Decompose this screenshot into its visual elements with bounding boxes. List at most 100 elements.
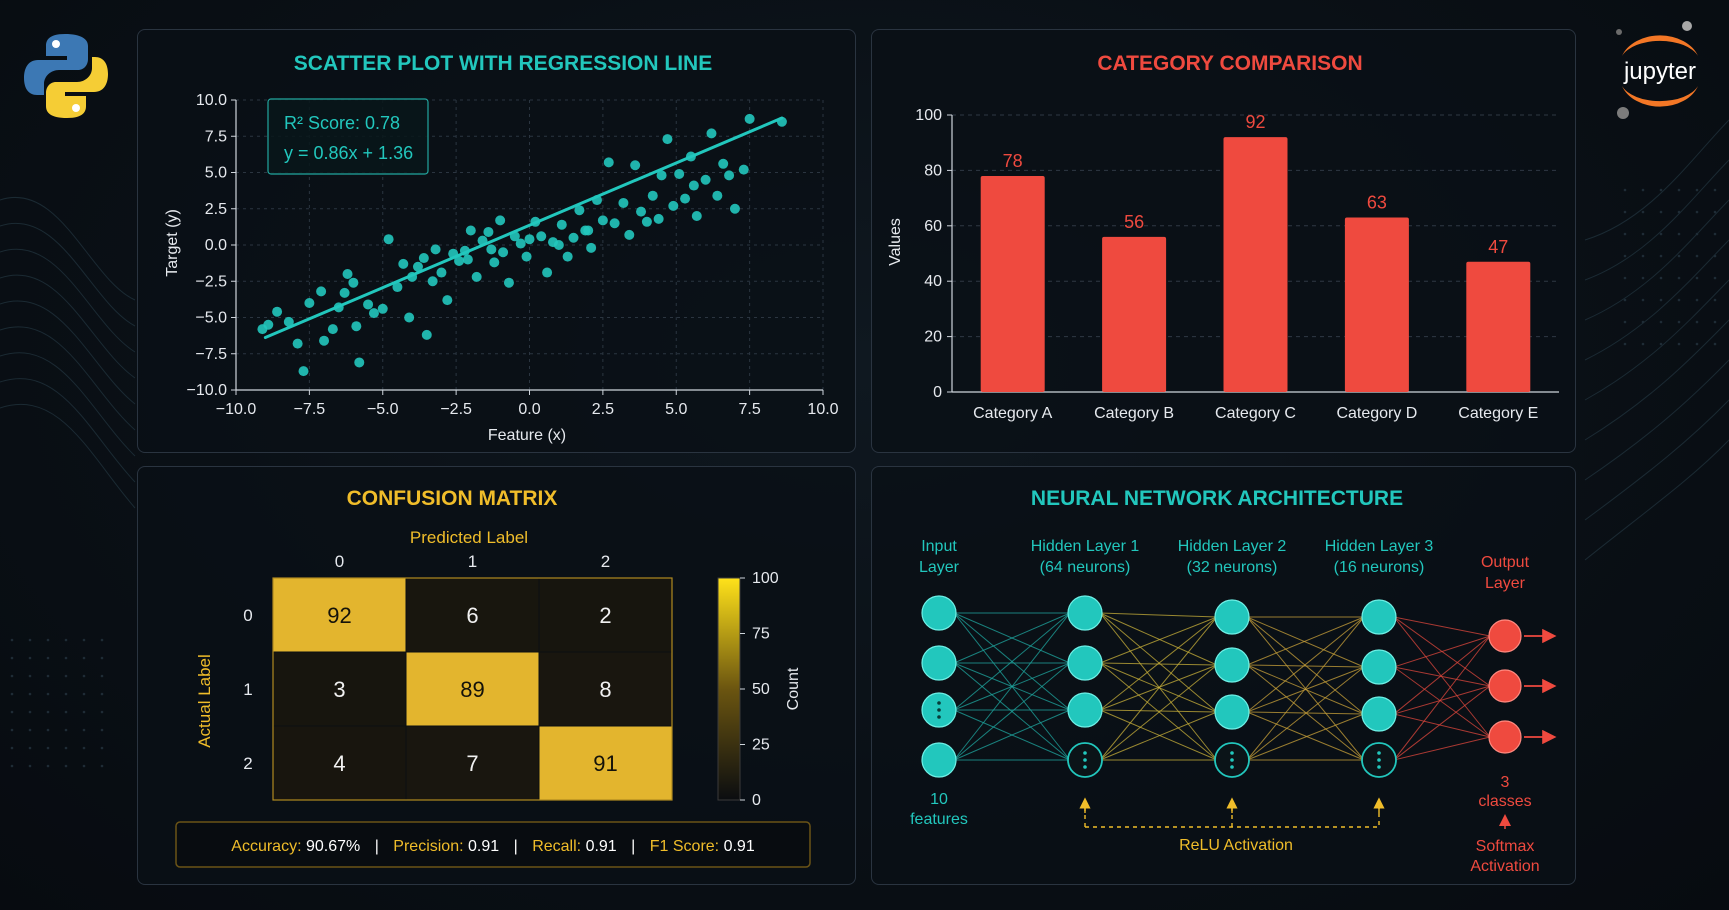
input-note-features: features xyxy=(910,811,968,828)
neuron xyxy=(1488,669,1522,703)
colorbar xyxy=(717,577,741,801)
scatter-point xyxy=(624,229,635,240)
scatter-point xyxy=(553,240,564,250)
scatter-point xyxy=(521,251,532,262)
scatter-point xyxy=(724,170,735,181)
scatter-point xyxy=(503,277,514,288)
scatter-point xyxy=(404,312,415,323)
network-edge xyxy=(1393,713,1491,738)
bg-wave xyxy=(1584,399,1729,521)
y-tick-label: 10.0 xyxy=(196,92,227,109)
bg-dot xyxy=(1623,232,1627,236)
bg-dot xyxy=(64,692,68,696)
network-title: NEURAL NETWORK ARCHITECTURE xyxy=(1031,487,1403,510)
scatter-point xyxy=(283,316,294,327)
layer-label-title: Hidden Layer 1 xyxy=(1031,538,1140,555)
bg-wave xyxy=(0,352,136,457)
bg-dot xyxy=(10,638,14,642)
bg-wave xyxy=(0,274,136,379)
bg-wave xyxy=(1584,359,1729,481)
bg-dot xyxy=(1713,254,1717,258)
r2-score: R² Score: 0.78 xyxy=(284,113,400,133)
ellipsis-dot xyxy=(937,715,941,719)
bg-dot xyxy=(1623,320,1627,324)
bg-dot xyxy=(100,746,104,750)
bar-chart: CATEGORY COMPARISON 0 20 40 60 80 100 78 Categ… xyxy=(887,52,1559,422)
neuron xyxy=(1361,649,1397,685)
x-tick-label: −5.0 xyxy=(367,401,399,418)
stats-box xyxy=(267,98,429,175)
scatter-point xyxy=(662,134,673,145)
ellipsis-dot xyxy=(1230,758,1234,762)
bg-dot xyxy=(1695,320,1699,324)
bg-wave xyxy=(0,248,136,353)
scatter-point xyxy=(495,215,506,226)
bg-dot xyxy=(46,674,50,678)
bar xyxy=(980,175,1045,392)
bar xyxy=(1223,137,1288,392)
bg-dot xyxy=(100,656,104,660)
x-tick-label: 0 xyxy=(335,552,344,571)
network-edge xyxy=(1099,616,1218,761)
bg-dot xyxy=(46,638,50,642)
network-edge xyxy=(1246,616,1365,713)
y-tick-label: 2.5 xyxy=(205,201,227,218)
layer-label-subtitle: (64 neurons) xyxy=(1040,559,1131,576)
bg-dot xyxy=(28,656,32,660)
y-tick-label: 5.0 xyxy=(205,165,227,182)
colorbar-tick-label: 50 xyxy=(752,681,770,698)
scatter-point xyxy=(392,282,403,293)
x-tick-label: 7.5 xyxy=(739,401,761,418)
network-edge xyxy=(1099,664,1218,761)
bg-dot xyxy=(64,728,68,732)
scatter-point xyxy=(630,160,641,171)
bg-dot xyxy=(1641,188,1645,192)
bg-dot xyxy=(82,656,86,660)
bg-dot xyxy=(1677,276,1681,280)
input-note-count: 10 xyxy=(930,791,948,808)
neuron xyxy=(1214,599,1250,635)
bg-dot xyxy=(1659,320,1663,324)
precision-value: 0.91 xyxy=(468,838,499,855)
bg-dot xyxy=(28,692,32,696)
bg-dot xyxy=(10,746,14,750)
bg-dot xyxy=(1659,232,1663,236)
scatter-point xyxy=(568,232,579,243)
bar-value-label: 92 xyxy=(1245,112,1265,132)
layer-label-subtitle: (32 neurons) xyxy=(1187,559,1278,576)
bg-dot xyxy=(1677,298,1681,302)
neuron xyxy=(921,595,957,631)
bar xyxy=(1102,236,1167,392)
scatter-point xyxy=(327,324,338,335)
network-edge xyxy=(953,662,1071,761)
bg-dot xyxy=(46,656,50,660)
confusion-matrix-panel: CONFUSION MATRIX Predicted Label Actual … xyxy=(137,466,856,885)
regression-line xyxy=(263,116,784,340)
scatter-point xyxy=(316,286,327,297)
scatter-point xyxy=(729,203,740,214)
bg-dot xyxy=(1623,298,1627,302)
bg-dot xyxy=(100,728,104,732)
network-edge xyxy=(1099,616,1218,664)
bg-dot xyxy=(46,746,50,750)
scatter-point xyxy=(542,267,553,278)
f1-label: F1 Score: xyxy=(650,838,719,855)
bar-value-label: 47 xyxy=(1488,237,1508,257)
scatter-point xyxy=(412,261,423,272)
bg-dot xyxy=(64,764,68,768)
network-edge xyxy=(953,709,1071,761)
neural-network-panel: NEURAL NETWORK ARCHITECTURE Input Layer Hi… xyxy=(871,466,1576,885)
network-edge xyxy=(1393,736,1491,761)
confusion-matrix-chart: CONFUSION MATRIX Predicted Label Actual … xyxy=(175,487,811,868)
scatter-point xyxy=(718,158,729,169)
scatter-point xyxy=(744,113,755,124)
bg-dot xyxy=(1641,298,1645,302)
scatter-point xyxy=(292,338,303,349)
bg-dot xyxy=(1641,210,1645,214)
y-tick-label: 80 xyxy=(924,162,942,179)
bg-dot xyxy=(10,710,14,714)
x-tick-label: 1 xyxy=(468,552,477,571)
scatter-point xyxy=(462,254,473,265)
ellipsis-dot xyxy=(1377,765,1381,769)
network-edge xyxy=(1393,666,1491,687)
